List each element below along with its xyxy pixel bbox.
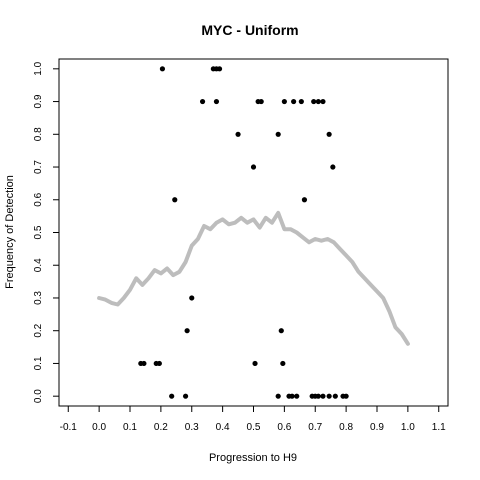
- x-axis-label: Progression to H9: [209, 452, 297, 464]
- data-point: [199, 98, 206, 105]
- data-point: [281, 98, 287, 105]
- data-point: [298, 98, 304, 105]
- data-point: [320, 393, 326, 399]
- x-tick-label: 0.9: [370, 422, 384, 433]
- data-point: [289, 393, 295, 399]
- data-point: [326, 131, 332, 137]
- x-tick-label: 1.1: [432, 422, 446, 433]
- plot-area: [58, 58, 449, 407]
- x-tick-label: 0.7: [308, 422, 322, 433]
- y-tick-label: 0.8: [33, 127, 44, 141]
- data-point: [216, 66, 223, 72]
- y-tick-label: 1.0: [33, 61, 44, 75]
- x-tick-label: 0.0: [92, 422, 106, 433]
- data-point: [252, 360, 258, 367]
- y-tick-label: 0.3: [33, 291, 44, 305]
- data-point: [184, 328, 190, 334]
- y-tick-label: 0.9: [33, 94, 44, 108]
- y-tick-label: 0.1: [33, 356, 44, 370]
- data-point: [278, 328, 284, 334]
- data-point: [332, 393, 338, 399]
- x-tick-label: 0.4: [216, 422, 230, 433]
- data-point: [235, 131, 241, 137]
- data-point: [141, 360, 147, 367]
- data-point: [294, 393, 300, 399]
- x-tick-label: 0.1: [123, 422, 137, 433]
- data-points: [138, 66, 349, 399]
- y-tick-label: 0.0: [33, 389, 44, 403]
- y-tick-label: 0.2: [33, 323, 44, 337]
- y-tick-label: 0.7: [33, 160, 44, 174]
- y-tick-label: 0.6: [33, 192, 44, 206]
- data-point: [343, 393, 349, 399]
- data-point: [258, 98, 264, 105]
- data-point: [315, 98, 321, 105]
- data-point: [172, 197, 178, 203]
- data-point: [311, 98, 317, 105]
- x-tick-label: 1.0: [401, 422, 415, 433]
- data-point: [275, 131, 281, 137]
- data-point: [291, 98, 297, 105]
- x-tick-label: 0.3: [185, 422, 199, 433]
- data-point: [280, 360, 286, 367]
- data-point: [213, 98, 220, 105]
- x-tick-label: 0.2: [154, 422, 168, 433]
- x-tick-label: 0.5: [247, 422, 261, 433]
- data-point: [326, 393, 332, 399]
- y-tick-label: 0.5: [33, 225, 44, 239]
- data-point: [301, 197, 308, 203]
- data-point: [320, 98, 326, 105]
- data-point: [169, 393, 175, 399]
- data-point: [250, 164, 257, 170]
- x-tick-label: -0.1: [60, 422, 78, 433]
- data-point: [159, 66, 166, 72]
- data-point: [275, 393, 281, 399]
- x-tick-label: 0.6: [277, 422, 291, 433]
- y-axis-label: Frequency of Detection: [4, 175, 16, 289]
- data-point: [315, 393, 321, 399]
- y-tick-label: 0.4: [33, 258, 44, 272]
- x-tick-label: 0.8: [339, 422, 353, 433]
- data-point: [189, 295, 195, 301]
- data-point: [330, 164, 336, 170]
- data-point: [156, 360, 162, 367]
- chart-title: MYC - Uniform: [201, 22, 298, 38]
- y-axis: 0.0 0.1 0.2 0.3 0.4 0.5 0.6 0.7 0.8 0.9 1.0: [33, 61, 59, 403]
- x-axis: -0.1 0.0 0.1 0.2 0.3 0.4 0.5 0.6 0.7 0.8 0.9 1.0 1.1: [60, 406, 446, 433]
- trend-line: [97, 210, 410, 346]
- data-point: [182, 393, 189, 399]
